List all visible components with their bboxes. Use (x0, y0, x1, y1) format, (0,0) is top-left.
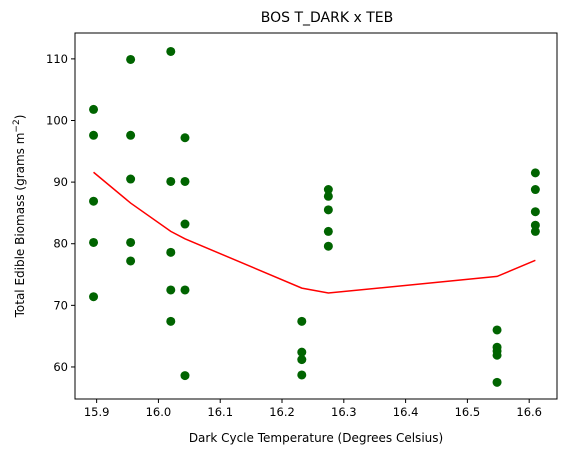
scatter-point (530, 220, 540, 230)
scatter-point (126, 54, 136, 64)
axes-frame (74, 32, 558, 400)
y-axis-label-close: ) (13, 115, 27, 120)
scatter-point (126, 256, 136, 266)
x-tick-label: 16.1 (207, 405, 233, 419)
y-tick-label: 70 (53, 298, 68, 312)
y-axis-ticks: 60 70 80 90 100 110 (46, 52, 75, 374)
y-axis-label-main: Total Edible Biomass (grams m (13, 133, 27, 319)
x-axis-ticks: 15.9 16.0 16.1 16.2 16.3 16.4 16.5 16.6 (84, 399, 542, 419)
scatter-point (166, 46, 176, 56)
scatter-point (530, 185, 540, 195)
scatter-point (297, 355, 307, 365)
scatter-point (180, 371, 190, 381)
scatter-point (530, 226, 540, 236)
scatter-point (180, 176, 190, 186)
scatter-point (323, 191, 333, 201)
scatter-point (89, 237, 99, 247)
scatter-point (126, 130, 136, 140)
scatter-point (89, 104, 99, 114)
plot-area (89, 46, 540, 387)
scatter-point (492, 350, 502, 360)
chart-title: BOS T_DARK x TEB (261, 10, 393, 26)
scatter-point (180, 133, 190, 143)
scatter-point (492, 377, 502, 387)
y-tick-label: 110 (46, 52, 68, 66)
scatter-point (126, 174, 136, 184)
scatter-point (166, 285, 176, 295)
x-tick-label: 16.4 (393, 405, 419, 419)
y-tick-label: 80 (53, 237, 68, 251)
y-tick-label: 100 (46, 113, 68, 127)
x-tick-label: 16.0 (146, 405, 172, 419)
scatter-point (166, 247, 176, 257)
scatter-point (89, 196, 99, 206)
x-tick-label: 16.5 (455, 405, 481, 419)
y-axis-label-superscript: −2 (12, 119, 22, 132)
x-tick-label: 16.3 (331, 405, 357, 419)
scatter-point (323, 241, 333, 251)
scatter-point (323, 185, 333, 195)
y-axis-label: Total Edible Biomass (grams m−2) (12, 115, 27, 319)
x-axis-label: Dark Cycle Temperature (Degrees Celsius) (189, 431, 443, 445)
scatter-point (530, 168, 540, 178)
scatter-point (492, 325, 502, 335)
scatter-point (297, 316, 307, 326)
scatter-point (180, 219, 190, 229)
scatter-point (89, 130, 99, 140)
y-tick-label: 90 (53, 175, 68, 189)
x-tick-label: 16.6 (516, 405, 542, 419)
scatter-point (530, 207, 540, 217)
x-tick-label: 15.9 (84, 405, 110, 419)
scatter-point (323, 226, 333, 236)
scatter-point (297, 370, 307, 380)
scatter-point (89, 292, 99, 302)
scatter-point (180, 285, 190, 295)
y-tick-label: 60 (53, 360, 68, 374)
scatter-point (297, 347, 307, 357)
axes (74, 32, 558, 400)
scatter-point (166, 176, 176, 186)
scatter-point (126, 237, 136, 247)
x-tick-label: 16.2 (269, 405, 295, 419)
scatter-point (323, 205, 333, 215)
scatter-point (166, 316, 176, 326)
trend-line (93, 171, 536, 294)
